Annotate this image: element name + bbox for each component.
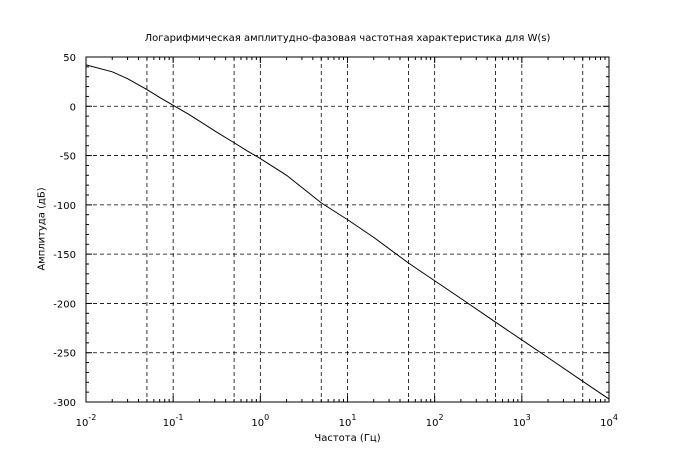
y-tick-label: -100 (53, 201, 76, 212)
x-tick-exponent: -2 (88, 413, 96, 422)
x-tick-label: 10-1 (163, 413, 184, 429)
y-tick-label: -200 (53, 299, 76, 310)
x-tick-exponent: 3 (526, 413, 531, 422)
y-tick-label: -250 (53, 349, 76, 360)
y-tick-label: 0 (70, 102, 76, 113)
axes-frame (85, 56, 610, 403)
x-tick-exponent: -1 (176, 413, 184, 422)
x-tick-exponent: 1 (351, 413, 356, 422)
grid (85, 56, 610, 403)
x-tick-base: 10 (251, 418, 264, 429)
x-tick-base: 10 (513, 418, 526, 429)
x-tick-label: 10-2 (76, 413, 97, 429)
x-tick-label: 100 (251, 413, 269, 429)
x-tick-base: 10 (339, 418, 352, 429)
x-tick-label: 104 (600, 413, 618, 429)
series-line (85, 64, 610, 400)
series-layer (85, 64, 610, 400)
x-tick-base: 10 (163, 418, 176, 429)
y-tick-label: -50 (60, 152, 76, 163)
y-tick-label: -150 (53, 250, 76, 261)
x-tick-base: 10 (76, 418, 89, 429)
x-tick-base: 10 (600, 418, 613, 429)
chart-title: Логарифмическая амплитудно-фазовая часто… (144, 33, 551, 44)
x-tick-label: 102 (426, 413, 444, 429)
tick-labels: 10-210-1100101102103104500-50-100-150-20… (53, 53, 618, 429)
x-axis-label: Частота (Гц) (314, 433, 381, 444)
x-tick-label: 101 (339, 413, 357, 429)
x-tick-base: 10 (426, 418, 439, 429)
x-tick-exponent: 4 (613, 413, 618, 422)
y-tick-label: -300 (53, 398, 76, 409)
x-tick-label: 103 (513, 413, 531, 429)
y-axis-label: Амплитуда (дБ) (36, 187, 48, 271)
x-tick-exponent: 0 (264, 413, 269, 422)
x-tick-exponent: 2 (438, 413, 443, 422)
y-tick-label: 50 (63, 53, 76, 64)
